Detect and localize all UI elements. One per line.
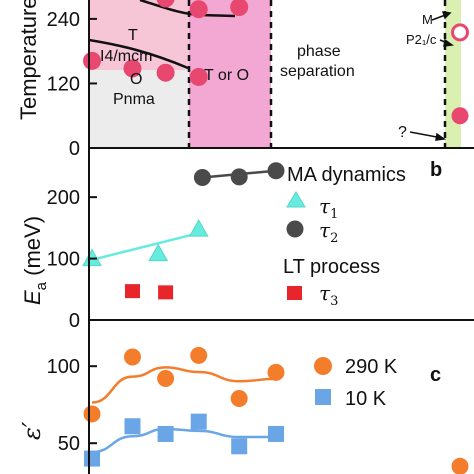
tau1-point <box>188 219 209 237</box>
data-point <box>451 107 469 125</box>
y-tick-label: 100 <box>47 249 80 271</box>
y-tick-label: 240 <box>47 9 80 31</box>
tetragonal-group-label: I4/mcm <box>100 48 152 65</box>
panel-a: T I4/mcm O Pnma T or O phase separation … <box>83 0 474 149</box>
y-axis-title-epsilon: ε′ <box>18 421 46 440</box>
10k-point <box>84 450 100 467</box>
y-axis-ticks: 0 120 240 0 100 200 50 100 <box>47 9 97 455</box>
y-tick-label: 50 <box>58 433 80 455</box>
10k-point <box>124 418 141 435</box>
tau2-point <box>230 168 248 186</box>
legend-marker-tau2 <box>286 220 304 238</box>
panel-a-markers <box>83 0 469 125</box>
data-point <box>156 0 175 8</box>
unknown-phase-label: ? <box>398 124 407 141</box>
data-point <box>156 63 175 82</box>
y-tick-label: 0 <box>69 138 80 160</box>
tau3-point <box>124 284 140 299</box>
legend-label-tau3: τ3 <box>319 281 338 309</box>
tau2-point <box>267 162 285 180</box>
ortho-phase-label: O <box>130 71 142 88</box>
tau2-point <box>193 168 211 186</box>
t-or-o-label: T or O <box>204 67 249 84</box>
y-axis-title-temperature: Temperature <box>16 0 41 120</box>
legend-label-290k: 290 K <box>345 356 398 378</box>
legend-item-10k: 10 K <box>315 388 387 410</box>
legend-marker-10k <box>315 389 331 405</box>
legend-label-tau2: τ2 <box>319 218 338 246</box>
data-point <box>123 59 142 78</box>
panel-label-c: c <box>430 364 441 386</box>
tau1-fit-line <box>91 230 203 262</box>
legend-item-290k: 290 K <box>314 356 398 378</box>
legend-item-tau2: τ2 <box>286 218 338 246</box>
data-point <box>230 0 249 17</box>
y-axis-title-ea: Ea (meV) <box>20 216 50 305</box>
290k-fit-curve <box>91 366 277 404</box>
arrow-icon <box>409 11 454 141</box>
legend-marker-tau1 <box>286 191 306 208</box>
y-tick-label: 120 <box>47 73 80 95</box>
tau3-point <box>158 285 174 300</box>
10k-point <box>231 438 248 455</box>
legend-item-tau1: τ1 <box>286 191 338 222</box>
legend-label-10k: 10 K <box>345 388 387 410</box>
monoclinic-phase-label: M <box>422 12 433 27</box>
legend-heading-ma-dynamics: MA dynamics <box>287 164 406 186</box>
legend-heading-lt-process: LT process <box>283 256 380 278</box>
data-point <box>189 67 208 86</box>
monoclinic-strip <box>445 0 461 148</box>
290k-point <box>83 405 101 423</box>
tetragonal-phase-label: T <box>128 27 138 44</box>
290k-point <box>230 390 248 408</box>
y-tick-label: 200 <box>47 187 80 209</box>
panel-c: c 290 K 10 K <box>83 346 469 474</box>
panel-label-b: b <box>430 159 442 181</box>
10k-point <box>268 425 284 442</box>
10k-point <box>157 425 174 442</box>
lower-transition-curve <box>88 38 189 70</box>
panel-c-markers <box>83 346 469 474</box>
monoclinic-group-label: P2₁/c <box>406 32 437 47</box>
phase-separation-label-1: phase <box>297 43 341 60</box>
290k-point <box>451 457 469 474</box>
10k-point <box>190 413 207 430</box>
data-point-open <box>451 23 469 42</box>
290k-point <box>123 348 141 366</box>
legend-item-tau3: τ3 <box>287 281 338 309</box>
data-point <box>83 51 101 70</box>
y-tick-label: 100 <box>47 356 80 378</box>
290k-point <box>267 363 285 381</box>
tetragonal-region <box>89 0 189 70</box>
legend-label-tau1: τ1 <box>319 194 338 222</box>
panel-b-markers <box>82 162 285 300</box>
ortho-group-label: Pnma <box>113 91 155 108</box>
290k-point <box>190 346 208 364</box>
legend-marker-tau3 <box>287 286 302 300</box>
phase-separation-label-2: separation <box>280 63 355 80</box>
10k-fit-curve <box>91 427 276 454</box>
290k-point <box>157 370 175 388</box>
tau1-point <box>148 243 169 262</box>
panel-b: b MA dynamics LT process τ1 τ2 τ3 <box>82 159 474 321</box>
legend-marker-290k <box>314 357 332 375</box>
y-tick-label: 0 <box>69 310 80 332</box>
data-point <box>189 0 208 19</box>
